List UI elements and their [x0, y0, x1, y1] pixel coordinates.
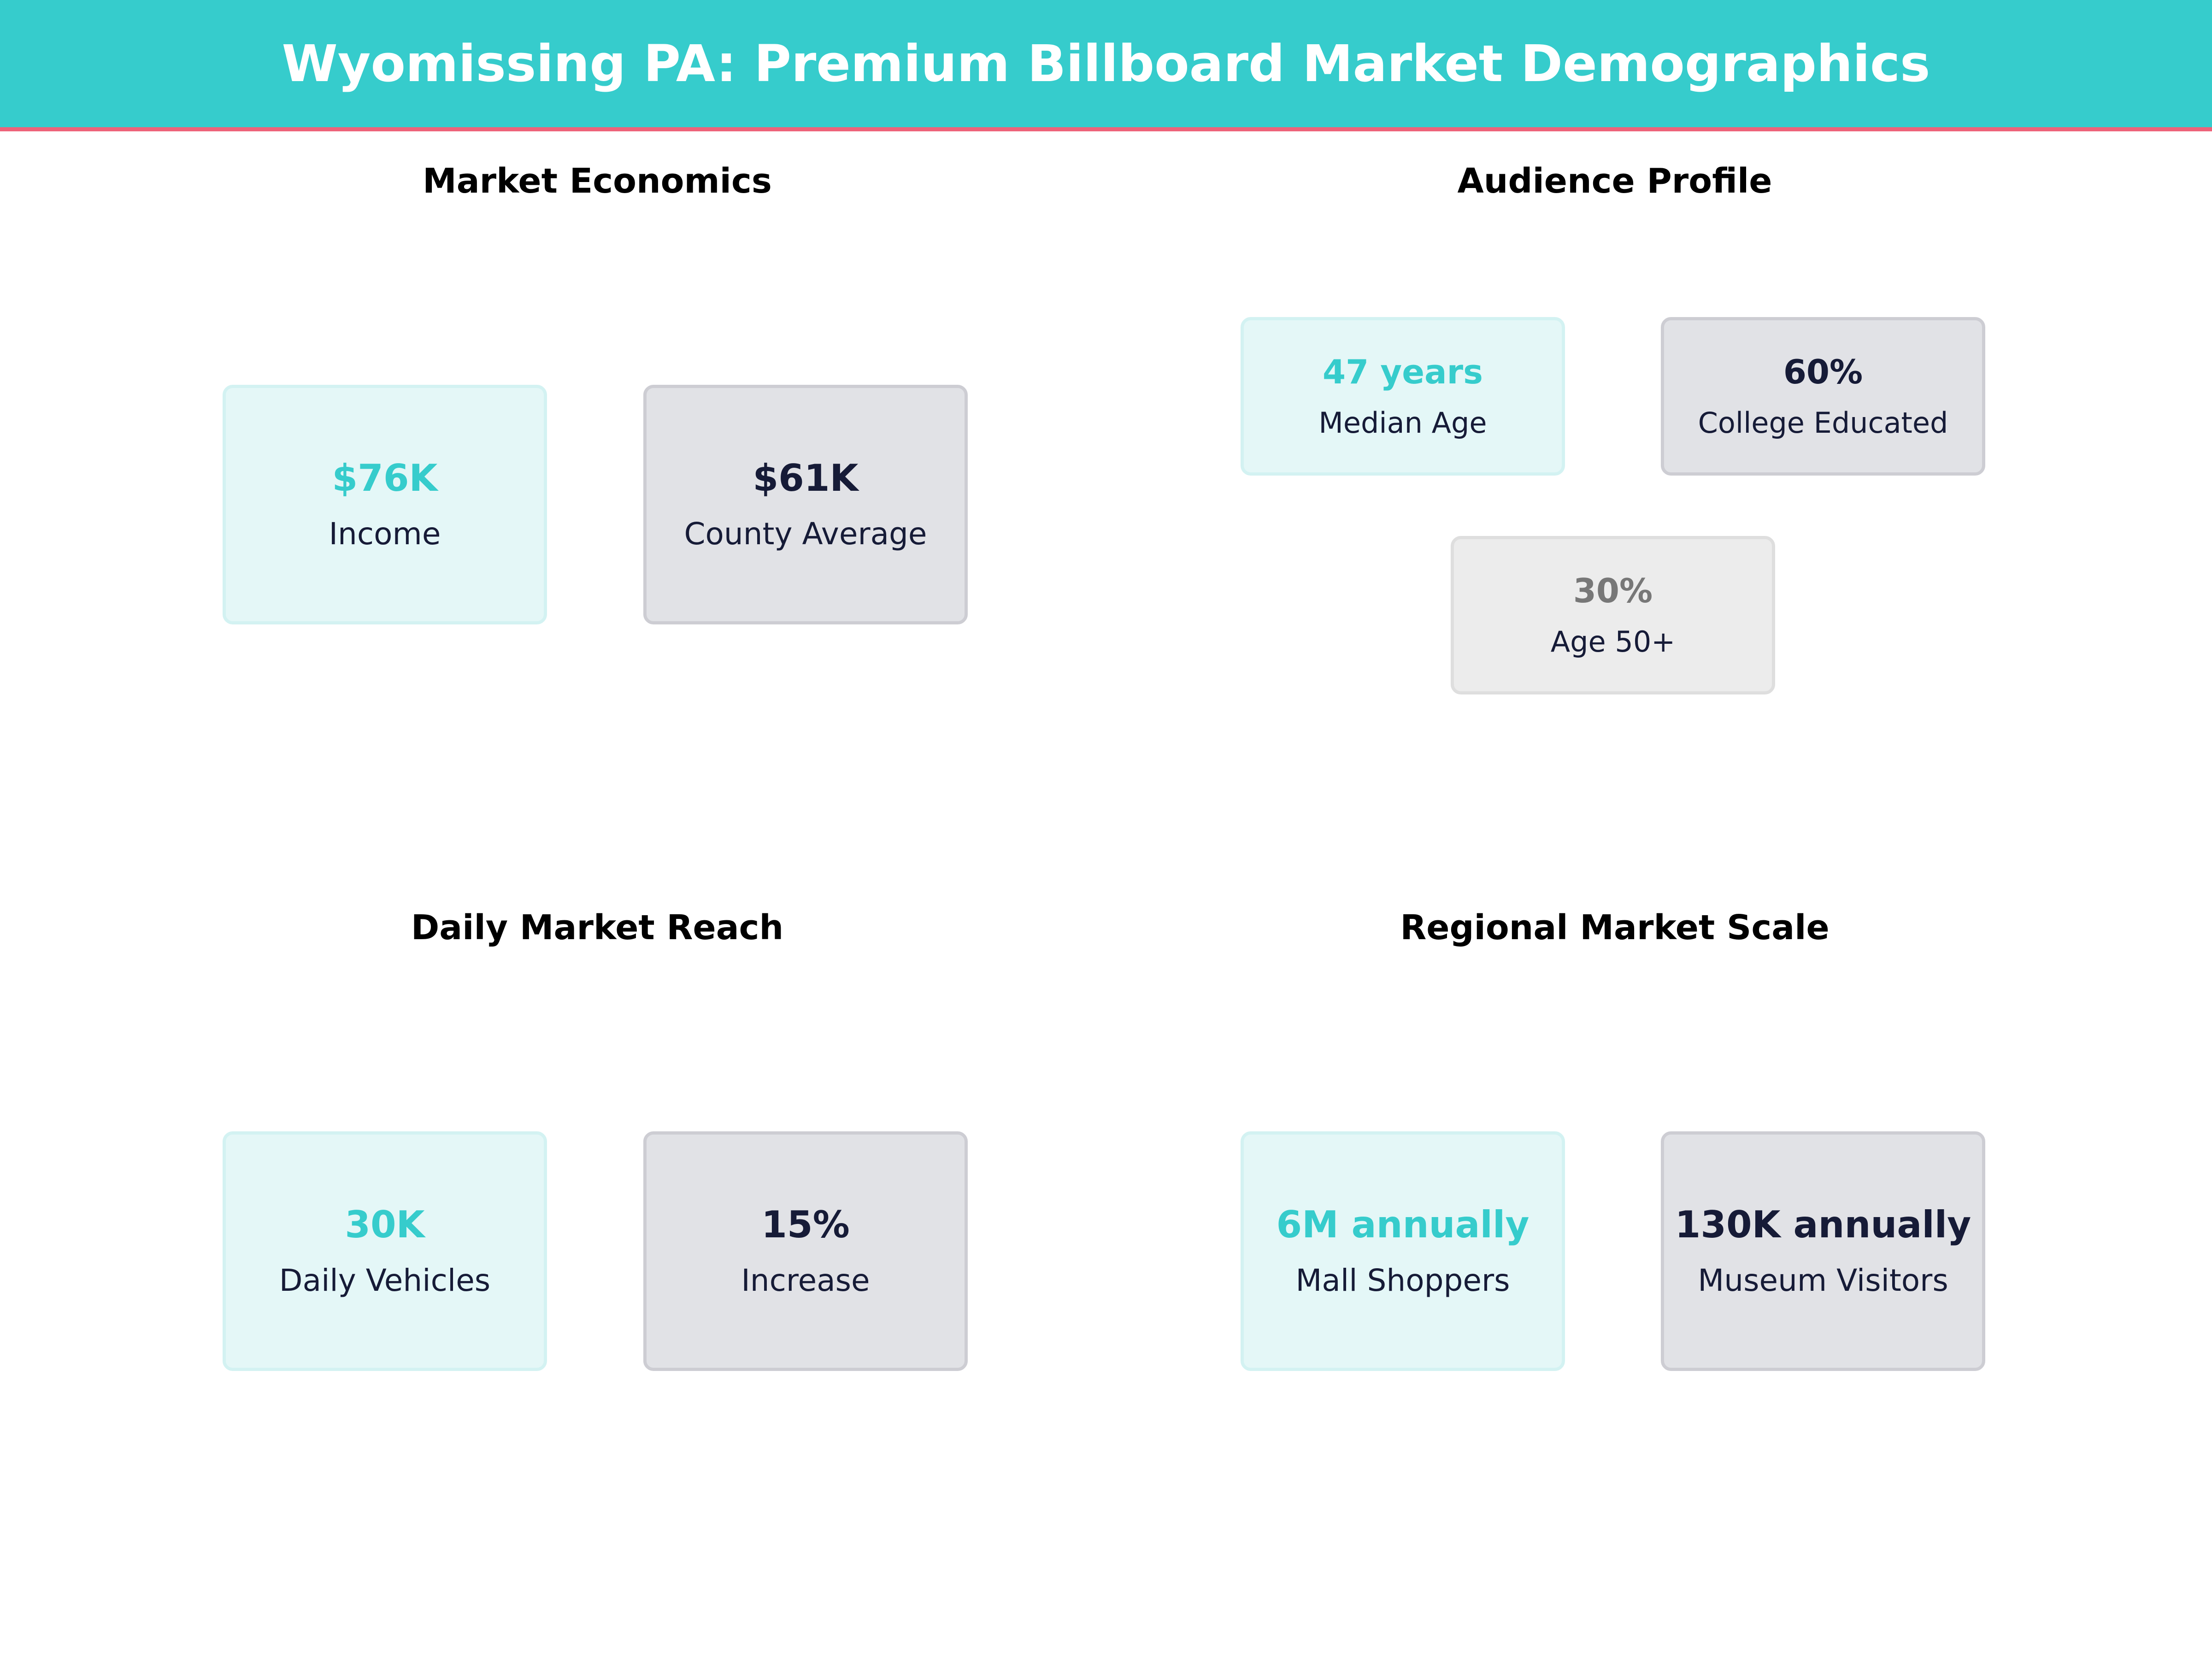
stat-label: Museum Visitors: [1698, 1263, 1948, 1298]
stat-card-median-age: 47 years Median Age: [1241, 317, 1565, 476]
stat-value: 6M annually: [1276, 1203, 1530, 1246]
stat-card-increase: 15% Increase: [643, 1131, 968, 1371]
stat-card-mall-shoppers: 6M annually Mall Shoppers: [1241, 1131, 1565, 1371]
stat-card-college-educated: 60% College Educated: [1661, 317, 1985, 476]
stat-label: County Average: [684, 516, 927, 552]
stat-label: Age 50+: [1550, 625, 1676, 659]
stat-card-age-50-plus: 30% Age 50+: [1451, 536, 1775, 694]
stat-value: 60%: [1783, 353, 1863, 391]
stat-value: $61K: [753, 457, 859, 500]
stat-label: Median Age: [1318, 406, 1487, 440]
stat-card-daily-vehicles: 30K Daily Vehicles: [223, 1131, 547, 1371]
stat-value: 47 years: [1323, 353, 1483, 391]
section-title-economics: Market Economics: [423, 161, 772, 201]
stat-value: 130K annually: [1675, 1203, 1971, 1246]
section-title-reach: Daily Market Reach: [411, 908, 784, 947]
stat-label: College Educated: [1698, 406, 1948, 440]
section-title-regional: Regional Market Scale: [1400, 908, 1830, 947]
stat-label: Mall Shoppers: [1295, 1263, 1510, 1298]
page-title: Wyomissing PA: Premium Billboard Market …: [282, 34, 1930, 93]
stat-card-county-average: $61K County Average: [643, 385, 968, 624]
section-title-audience: Audience Profile: [1457, 161, 1772, 201]
stat-value: 15%: [761, 1203, 850, 1246]
stat-value: 30%: [1573, 571, 1653, 610]
stat-label: Income: [329, 516, 441, 552]
page-header: Wyomissing PA: Premium Billboard Market …: [0, 0, 2212, 131]
stat-card-museum-visitors: 130K annually Museum Visitors: [1661, 1131, 1985, 1371]
stat-card-income: $76K Income: [223, 385, 547, 624]
stat-label: Daily Vehicles: [279, 1263, 491, 1298]
stat-value: 30K: [345, 1203, 425, 1246]
stat-label: Increase: [741, 1263, 870, 1298]
stat-value: $76K: [332, 457, 438, 500]
